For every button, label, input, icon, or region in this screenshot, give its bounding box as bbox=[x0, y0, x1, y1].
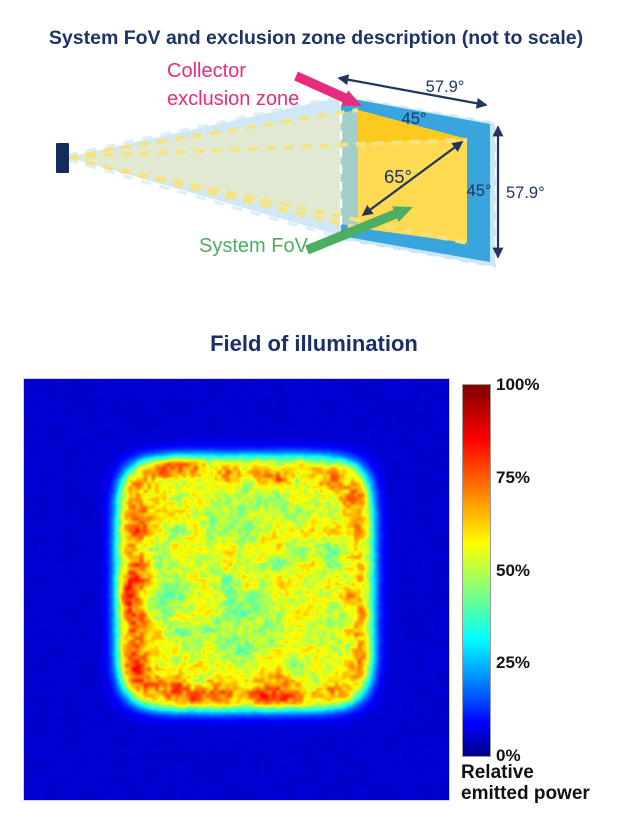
colorbar-caption-line2: emitted power bbox=[461, 783, 590, 804]
angle-vertical-inner: 45° bbox=[467, 182, 492, 200]
system-fov-label: System FoV bbox=[199, 235, 309, 257]
cone-dashed-edge-bottom bbox=[67, 158, 342, 240]
collector-label-line2: exclusion zone bbox=[167, 88, 299, 110]
system-fov-arrow-shaft bbox=[305, 208, 400, 255]
colorbar-tick-label: 25% bbox=[496, 653, 531, 673]
angle-diagonal: 65° bbox=[384, 166, 412, 187]
angle-horizontal-inner: 45° bbox=[402, 110, 427, 128]
colorbar-tick-label: 100% bbox=[496, 375, 540, 394]
light-cone-inner bbox=[68, 110, 358, 228]
colorbar-caption-line1: Relative bbox=[461, 762, 534, 783]
colorbar bbox=[462, 384, 491, 757]
dim-arrow-horizontal-outer bbox=[337, 74, 488, 109]
collector-arrow-head bbox=[341, 90, 362, 106]
fov-exclusion-diagram: System FoV and exclusion zone descriptio… bbox=[49, 27, 583, 270]
colorbar-tick-label: 0% bbox=[496, 746, 521, 765]
exclusion-rim-dashes bbox=[339, 93, 498, 270]
cone-dashed-edge-top bbox=[67, 94, 342, 157]
colorbar-tick-label: 75% bbox=[496, 467, 531, 487]
heatmap-title: Field of illumination bbox=[210, 331, 418, 356]
fov-dashed-edge-top-left bbox=[67, 108, 359, 158]
diagram-title: System FoV and exclusion zone descriptio… bbox=[49, 27, 583, 49]
angle-vertical-outer: 57.9° bbox=[506, 184, 545, 202]
colorbar-caption: Relative emitted power bbox=[461, 762, 590, 804]
system-fov-arrow-head bbox=[392, 206, 413, 222]
fov-dashed-edge-bottom-left bbox=[67, 156, 359, 230]
emitter-block bbox=[56, 143, 69, 173]
collector-label-line1: Collector bbox=[167, 60, 246, 82]
illumination-heatmap bbox=[23, 378, 450, 801]
angle-horizontal-outer: 57.9° bbox=[426, 78, 465, 96]
system-fov-top-wedge bbox=[358, 110, 467, 143]
dim-arrow-diagonal bbox=[361, 141, 464, 216]
colorbar-tick-label: 50% bbox=[496, 560, 531, 580]
collector-arrow-shaft bbox=[294, 71, 348, 103]
fov-dashed-edge-bottom-right bbox=[67, 157, 468, 245]
